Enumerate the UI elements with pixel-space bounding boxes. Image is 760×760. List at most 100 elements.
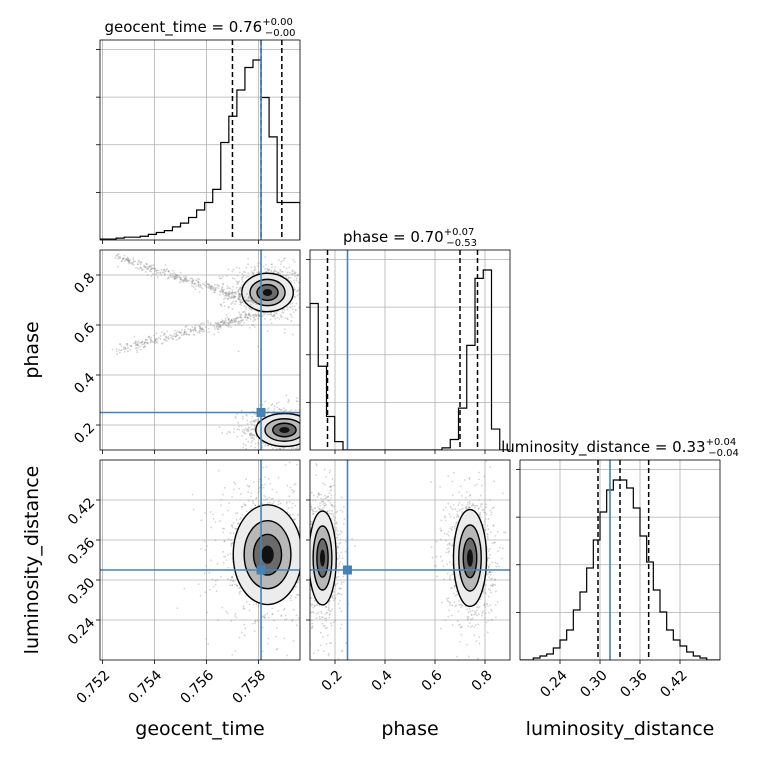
posterior-sample — [122, 348, 125, 350]
posterior-sample — [281, 456, 283, 458]
posterior-sample — [197, 283, 200, 286]
posterior-sample — [276, 406, 279, 409]
posterior-sample — [129, 344, 132, 347]
posterior-sample — [325, 619, 328, 622]
posterior-sample — [233, 427, 235, 430]
posterior-sample — [337, 565, 340, 568]
posterior-sample — [156, 338, 159, 341]
posterior-sample — [238, 287, 241, 290]
posterior-sample — [303, 487, 305, 489]
posterior-sample — [324, 502, 326, 505]
posterior-sample — [475, 483, 478, 486]
posterior-sample — [118, 257, 121, 260]
posterior-sample — [229, 532, 232, 535]
posterior-sample — [215, 323, 218, 325]
posterior-sample — [476, 606, 479, 608]
posterior-sample — [332, 484, 335, 487]
posterior-sample — [330, 497, 332, 499]
posterior-sample — [304, 555, 306, 557]
posterior-sample — [313, 605, 316, 608]
posterior-sample — [229, 584, 231, 587]
posterior-sample — [478, 499, 481, 501]
posterior-sample — [333, 519, 336, 521]
posterior-sample — [230, 319, 233, 322]
posterior-sample — [307, 595, 309, 597]
posterior-sample — [247, 300, 250, 303]
posterior-sample — [234, 613, 237, 615]
posterior-sample — [431, 556, 434, 559]
posterior-sample — [456, 521, 458, 524]
posterior-sample — [167, 270, 170, 272]
posterior-sample — [293, 261, 296, 263]
posterior-sample — [245, 266, 248, 269]
posterior-sample — [479, 513, 481, 516]
posterior-sample — [225, 321, 228, 324]
posterior-sample — [209, 559, 212, 562]
posterior-sample — [315, 431, 317, 433]
posterior-sample — [308, 560, 310, 562]
posterior-sample — [230, 543, 233, 545]
posterior-sample — [479, 494, 482, 497]
posterior-sample — [213, 291, 216, 294]
posterior-sample — [215, 590, 218, 592]
posterior-sample — [194, 329, 197, 332]
posterior-sample — [307, 424, 309, 426]
posterior-sample — [324, 413, 326, 415]
posterior-sample — [311, 434, 313, 436]
posterior-sample — [255, 299, 258, 302]
posterior-sample — [213, 325, 216, 328]
posterior-sample — [257, 314, 260, 317]
posterior-sample — [235, 317, 237, 320]
posterior-sample — [177, 334, 179, 337]
posterior-sample — [216, 327, 219, 330]
posterior-sample — [266, 451, 268, 453]
posterior-sample — [293, 286, 295, 289]
posterior-sample — [219, 277, 221, 280]
posterior-sample — [336, 552, 339, 554]
posterior-sample — [297, 457, 299, 459]
posterior-sample — [303, 289, 305, 291]
posterior-sample — [240, 493, 242, 495]
posterior-sample — [273, 314, 276, 316]
posterior-sample — [195, 279, 198, 282]
posterior-sample — [273, 405, 276, 408]
posterior-sample — [321, 426, 323, 428]
posterior-sample — [263, 615, 266, 618]
posterior-sample — [306, 549, 308, 551]
posterior-sample — [235, 291, 237, 293]
posterior-sample — [324, 497, 327, 500]
posterior-sample — [304, 424, 306, 426]
posterior-sample — [483, 604, 486, 606]
posterior-sample — [235, 584, 238, 587]
posterior-sample — [300, 304, 302, 306]
posterior-sample — [172, 275, 175, 278]
posterior-sample — [291, 506, 293, 509]
posterior-sample — [339, 627, 342, 630]
posterior-sample — [307, 570, 309, 572]
posterior-sample — [223, 294, 226, 297]
posterior-sample — [127, 347, 129, 349]
posterior-sample — [255, 603, 258, 605]
posterior-sample — [154, 339, 157, 341]
posterior-sample — [327, 495, 329, 498]
posterior-sample — [328, 613, 331, 615]
posterior-sample — [316, 506, 319, 509]
posterior-sample — [114, 257, 117, 259]
posterior-sample — [308, 418, 310, 420]
posterior-sample — [457, 624, 460, 627]
posterior-sample — [231, 319, 233, 322]
posterior-sample — [137, 346, 140, 349]
posterior-sample — [207, 643, 210, 645]
posterior-sample — [306, 492, 308, 494]
posterior-sample — [175, 275, 178, 278]
posterior-sample — [240, 299, 243, 302]
posterior-sample — [282, 454, 284, 456]
posterior-sample — [163, 273, 166, 276]
posterior-sample — [233, 294, 235, 297]
posterior-sample — [236, 584, 238, 587]
posterior-sample — [144, 345, 146, 348]
posterior-sample — [312, 518, 314, 520]
posterior-sample — [250, 445, 252, 448]
title-luminosity_distance: luminosity_distance = 0.33+0.04 −0.04 — [501, 437, 739, 459]
posterior-sample — [292, 258, 295, 261]
